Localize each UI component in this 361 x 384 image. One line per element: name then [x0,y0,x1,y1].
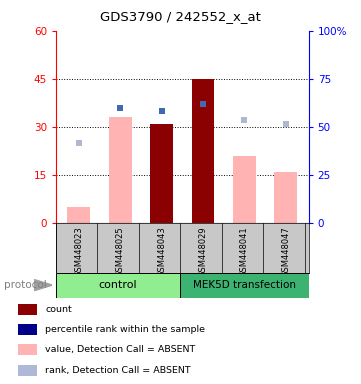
Text: GSM448023: GSM448023 [74,227,83,278]
Bar [233,156,256,223]
Text: GSM448047: GSM448047 [281,227,290,278]
Text: GSM448025: GSM448025 [116,227,125,277]
Bar [109,117,131,223]
Bar [274,172,297,223]
Bar [68,207,90,223]
Text: protocol: protocol [4,280,46,290]
Text: rank, Detection Call = ABSENT: rank, Detection Call = ABSENT [45,366,191,374]
Text: GDS3790 / 242552_x_at: GDS3790 / 242552_x_at [100,10,261,23]
Bar [18,364,37,376]
Bar [192,79,214,223]
Bar [18,304,37,315]
Text: count: count [45,305,72,314]
Polygon shape [34,280,52,291]
Bar [150,124,173,223]
Text: MEK5D transfection: MEK5D transfection [193,280,296,290]
Text: GSM448043: GSM448043 [157,227,166,278]
Bar [18,344,37,356]
Text: control: control [99,280,138,290]
FancyBboxPatch shape [180,273,309,298]
Text: percentile rank within the sample: percentile rank within the sample [45,325,205,334]
Bar [150,124,173,223]
Bar [18,324,37,335]
Text: GSM448041: GSM448041 [240,227,249,277]
Text: GSM448029: GSM448029 [199,227,208,277]
Bar [192,79,214,223]
FancyBboxPatch shape [56,273,180,298]
Text: value, Detection Call = ABSENT: value, Detection Call = ABSENT [45,346,196,354]
